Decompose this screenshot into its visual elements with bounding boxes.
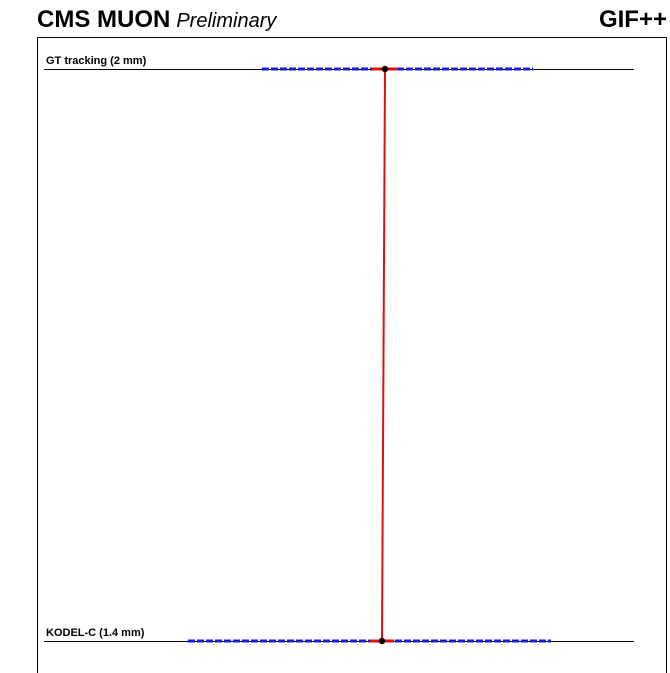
hit-point [381, 65, 389, 73]
facility-label: GIF++ [599, 6, 667, 33]
track [381, 68, 386, 642]
layer-label: GT tracking (2 mm) [46, 55, 147, 67]
experiment-label: CMS MUON [37, 6, 170, 33]
status-label: Preliminary [176, 10, 277, 32]
layer-label: KODEL-C (1.4 mm) [46, 627, 145, 639]
frame [37, 37, 667, 673]
hit-point [378, 637, 386, 645]
